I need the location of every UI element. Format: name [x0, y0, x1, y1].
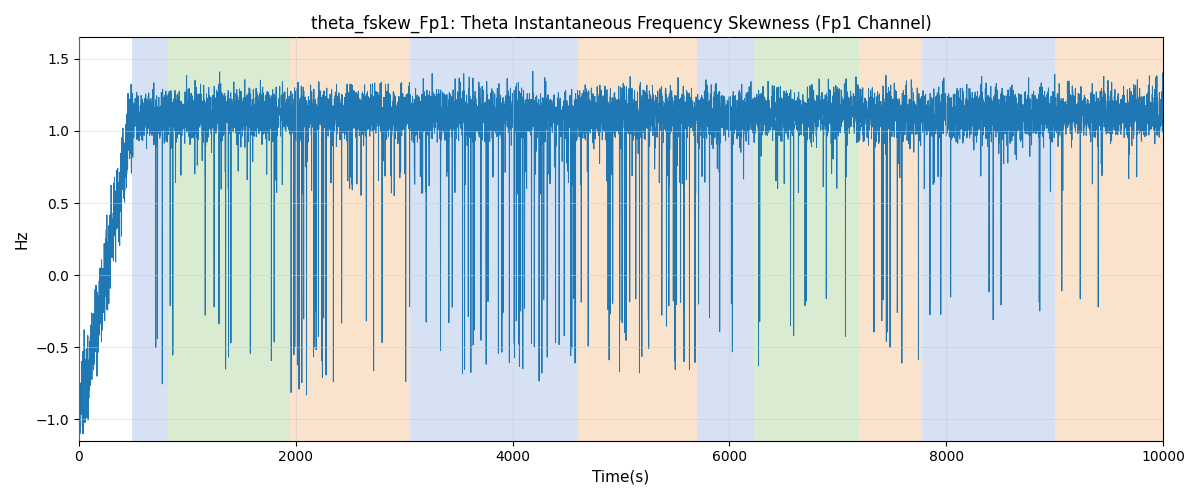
Bar [755, 38, 859, 440]
Title: theta_fskew_Fp1: Theta Instantaneous Frequency Skewness (Fp1 Channel): theta_fskew_Fp1: Theta Instantaneous Fre… [311, 15, 931, 34]
X-axis label: Time(s): Time(s) [593, 470, 649, 485]
Bar [168, 38, 290, 440]
Bar [290, 38, 409, 440]
Bar [1055, 38, 1163, 440]
Bar [859, 38, 923, 440]
Bar [923, 38, 1055, 440]
Bar [480, 38, 577, 440]
Bar [697, 38, 755, 440]
Bar [409, 38, 480, 440]
Bar [577, 38, 697, 440]
Y-axis label: Hz: Hz [14, 230, 30, 249]
Bar [132, 38, 168, 440]
